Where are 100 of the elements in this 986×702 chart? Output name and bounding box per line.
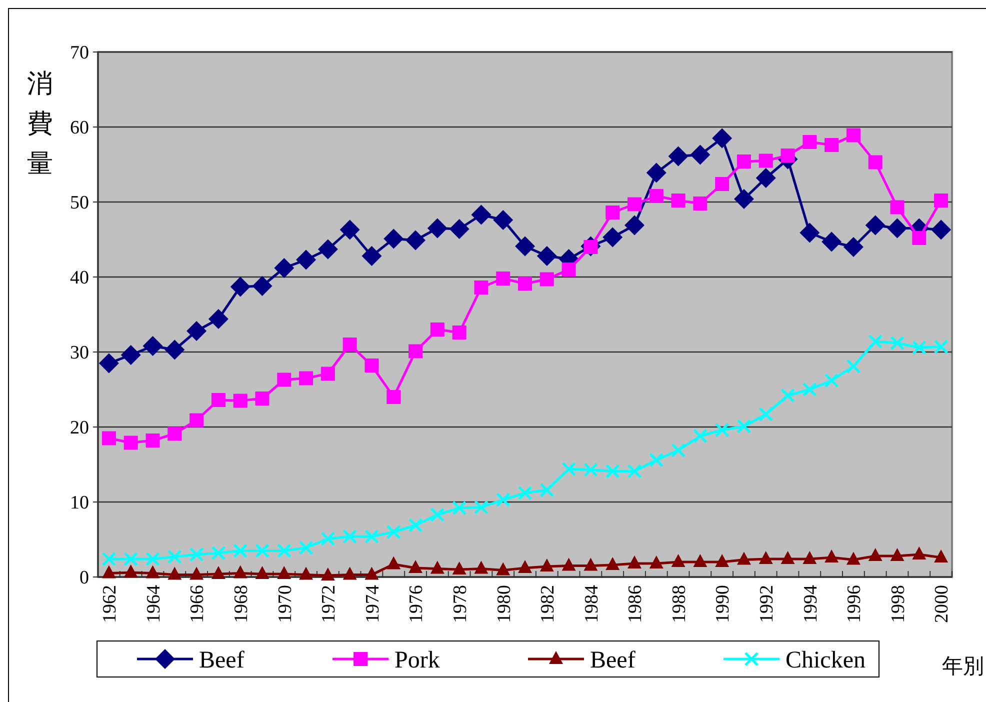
point — [120, 345, 141, 365]
point — [190, 413, 204, 428]
point — [430, 560, 444, 574]
y-tick-label: 60 — [70, 118, 89, 139]
point — [190, 566, 204, 580]
point — [912, 340, 926, 355]
point — [233, 565, 248, 578]
point — [496, 272, 510, 286]
point — [342, 529, 358, 544]
point — [536, 246, 557, 266]
x-tick-label: 1968 — [230, 585, 252, 623]
point — [320, 366, 335, 381]
point — [146, 565, 160, 578]
point — [515, 236, 535, 256]
point — [386, 390, 401, 404]
point — [364, 566, 379, 580]
point — [715, 177, 730, 191]
point — [342, 338, 357, 352]
point — [605, 464, 620, 478]
point — [408, 344, 423, 358]
point — [406, 230, 426, 250]
point — [734, 189, 754, 209]
x-tick-label: 2000 — [932, 585, 953, 623]
x-tick-label: 1966 — [187, 585, 208, 623]
point — [233, 394, 248, 408]
point — [736, 419, 752, 434]
point — [186, 321, 207, 341]
x-tick-label: 1982 — [538, 585, 559, 623]
y-tick-label: 50 — [70, 192, 89, 214]
point — [649, 556, 664, 568]
legend-label: Chicken — [786, 647, 866, 674]
point — [320, 532, 336, 546]
point — [606, 206, 620, 220]
point — [102, 431, 116, 446]
point — [274, 258, 294, 278]
point — [649, 189, 664, 203]
point — [583, 462, 598, 477]
y-axis-title: 消費量 — [27, 69, 53, 178]
point — [584, 558, 598, 571]
point — [671, 443, 686, 458]
point — [868, 334, 883, 349]
point — [124, 436, 138, 450]
point — [518, 486, 532, 500]
point — [298, 540, 314, 555]
point — [386, 556, 401, 570]
x-tick-label: 1990 — [712, 585, 734, 623]
point — [934, 194, 948, 208]
point — [320, 568, 335, 580]
point — [627, 464, 642, 478]
point — [627, 556, 642, 568]
point — [715, 554, 730, 567]
point — [912, 546, 926, 560]
point — [736, 552, 751, 565]
x-tick-label: 1980 — [494, 585, 515, 623]
point — [496, 492, 510, 507]
point — [299, 566, 314, 580]
point — [649, 452, 664, 468]
point — [254, 544, 270, 558]
point — [802, 135, 817, 149]
point — [868, 155, 882, 170]
point — [496, 562, 510, 576]
point — [824, 138, 839, 152]
y-tick-label: 10 — [70, 492, 89, 514]
point — [846, 359, 861, 374]
point — [208, 309, 228, 329]
x-tick-label: 1984 — [581, 584, 602, 623]
point — [211, 393, 226, 407]
point — [890, 200, 904, 214]
point — [780, 148, 795, 162]
point — [671, 554, 686, 567]
point — [340, 220, 360, 240]
point — [562, 558, 576, 571]
point — [802, 382, 817, 397]
x-tick-label: 1974 — [362, 584, 384, 623]
x-tick-label: 1962 — [100, 585, 121, 623]
point — [518, 560, 532, 573]
point — [562, 262, 576, 276]
y-tick-label: 0 — [80, 568, 89, 589]
point — [142, 336, 163, 356]
point — [252, 276, 272, 296]
point — [189, 547, 204, 562]
point — [168, 566, 182, 580]
point — [364, 358, 379, 372]
point — [934, 550, 948, 562]
point — [518, 276, 532, 291]
x-tick-label: 1986 — [625, 585, 646, 623]
point — [427, 218, 448, 238]
point — [846, 128, 860, 142]
point — [474, 560, 488, 574]
point — [824, 550, 839, 562]
point — [342, 566, 357, 580]
point — [780, 388, 796, 403]
y-tick-label: 70 — [70, 42, 89, 64]
point — [758, 407, 774, 422]
legend-label: Beef — [199, 647, 244, 674]
point — [384, 228, 404, 249]
point — [452, 500, 467, 516]
point — [211, 566, 226, 579]
point — [668, 146, 688, 166]
point — [822, 232, 842, 252]
